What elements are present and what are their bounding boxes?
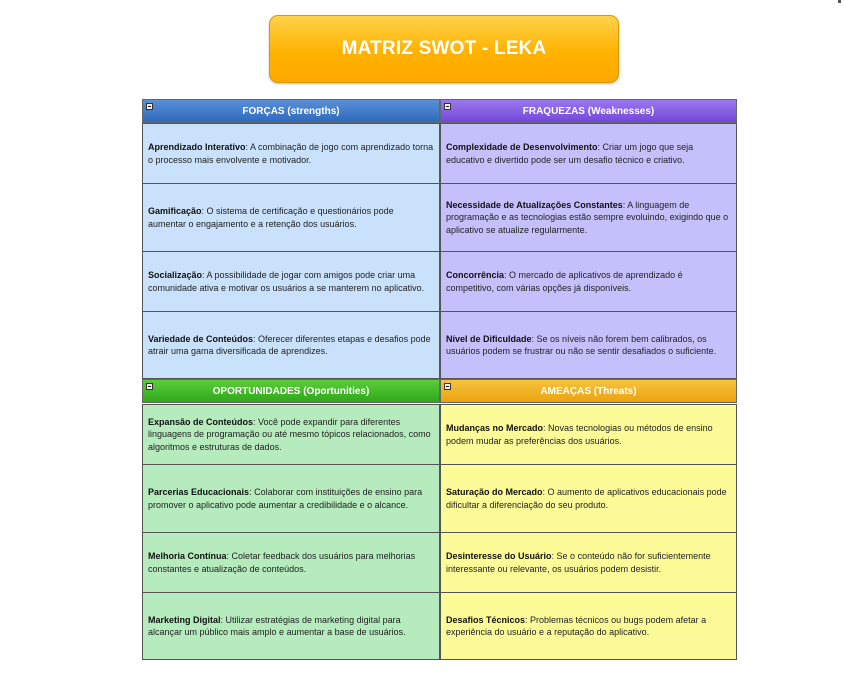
ameacas-item-3-text: : Se o conteúdo não for suficientemente … xyxy=(446,551,711,574)
ameacas-item-4-term: Desafios Técnicos xyxy=(446,614,526,625)
oportunidades-item-2: Parcerias Educacionais: Colaborar com in… xyxy=(142,464,440,533)
ameacas-item-1-term: Mudanças no Mercado xyxy=(446,423,544,434)
corner-marker xyxy=(838,0,841,3)
oportunidades-item-3: Melhoria Contínua: Coletar feedback dos … xyxy=(142,532,440,593)
fraquezas-item-1-text: : Criar um jogo que seja educativo e div… xyxy=(446,142,694,165)
forcas-item-3-text: : A possibilidade de jogar com amigos po… xyxy=(148,270,425,293)
ameacas-item-1: Mudanças no Mercado: Novas tecnologias o… xyxy=(440,404,737,465)
forcas-item-2-term: Gamificação xyxy=(148,206,202,217)
ameacas-item-4: Desafios Técnicos: Problemas técnicos ou… xyxy=(440,592,737,660)
forcas-item-2: Gamificação: O sistema de certificação e… xyxy=(142,183,440,252)
header-ameacas-label: AMEAÇAS (Threats) xyxy=(540,385,637,397)
quadrant-oportunidades: OPORTUNIDADES (Oportunities) Expansão de… xyxy=(142,379,440,660)
forcas-item-1-term: Aprendizado Interativo xyxy=(148,142,246,153)
fraquezas-item-1: Complexidade de Desenvolvimento: Criar u… xyxy=(440,123,737,184)
ameacas-item-3-term: Desinteresse do Usuário xyxy=(446,551,552,562)
ameacas-item-2-term: Saturação do Mercado xyxy=(446,487,543,498)
header-fraquezas: FRAQUEZAS (Weaknesses) xyxy=(440,99,737,123)
fraquezas-item-4: Nível de Dificuldade: Se os níveis não f… xyxy=(440,311,737,379)
forcas-item-1-text: : A combinação de jogo com aprendizado t… xyxy=(148,142,434,165)
forcas-item-3-term: Socialização xyxy=(148,270,203,281)
quadrant-fraquezas: FRAQUEZAS (Weaknesses) Complexidade de D… xyxy=(440,99,737,379)
forcas-item-1: Aprendizado Interativo: A combinação de … xyxy=(142,123,440,184)
header-oportunidades: OPORTUNIDADES (Oportunities) xyxy=(142,379,440,403)
forcas-item-3: Socialização: A possibilidade de jogar c… xyxy=(142,251,440,312)
ameacas-item-4-text: : Problemas técnicos ou bugs podem afeta… xyxy=(446,614,707,637)
oportunidades-item-1-text: : Você pode expandir para diferentes lin… xyxy=(148,417,431,452)
oportunidades-item-4: Marketing Digital: Utilizar estratégias … xyxy=(142,592,440,660)
fraquezas-item-4-text: : Se os níveis não forem bem calibrados,… xyxy=(446,333,717,356)
fraquezas-item-4-term: Nível de Dificuldade xyxy=(446,333,532,344)
forcas-item-4-text: : Oferecer diferentes etapas e desafios … xyxy=(148,333,431,356)
ameacas-item-3: Desinteresse do Usuário: Se o conteúdo n… xyxy=(440,532,737,593)
fraquezas-item-3: Concorrência: O mercado de aplicativos d… xyxy=(440,251,737,312)
fraquezas-item-1-term: Complexidade de Desenvolvimento xyxy=(446,142,598,153)
page-title: MATRIZ SWOT - LEKA xyxy=(341,38,547,59)
collapse-oportunidades-button[interactable] xyxy=(146,383,153,390)
oportunidades-item-1: Expansão de Conteúdos: Você pode expandi… xyxy=(142,404,440,465)
oportunidades-item-2-text: : Colaborar com instituições de ensino p… xyxy=(148,487,423,510)
forcas-item-4: Variedade de Conteúdos: Oferecer diferen… xyxy=(142,311,440,379)
header-forcas: FORÇAS (strengths) xyxy=(142,99,440,123)
ameacas-item-1-text: : Novas tecnologias ou métodos de ensino… xyxy=(446,423,713,446)
quadrant-ameacas: AMEAÇAS (Threats) Mudanças no Mercado: N… xyxy=(440,379,737,660)
oportunidades-item-2-term: Parcerias Educacionais xyxy=(148,487,250,498)
ameacas-item-2: Saturação do Mercado: O aumento de aplic… xyxy=(440,464,737,533)
fraquezas-item-2-term: Necessidade de Atualizações Constantes xyxy=(446,200,623,211)
forcas-item-4-term: Variedade de Conteúdos xyxy=(148,333,254,344)
quadrant-forcas: FORÇAS (strengths) Aprendizado Interativ… xyxy=(142,99,440,379)
oportunidades-item-4-text: : Utilizar estratégias de marketing digi… xyxy=(148,614,406,637)
fraquezas-item-2-text: : A linguagem de programação e as tecnol… xyxy=(446,200,729,235)
collapse-forcas-button[interactable] xyxy=(146,103,153,110)
header-ameacas: AMEAÇAS (Threats) xyxy=(440,379,737,403)
swot-matrix: FORÇAS (strengths) Aprendizado Interativ… xyxy=(142,99,737,660)
collapse-ameacas-button[interactable] xyxy=(444,383,451,390)
fraquezas-item-3-term: Concorrência xyxy=(446,270,505,281)
oportunidades-item-3-term: Melhoria Contínua xyxy=(148,551,227,562)
header-oportunidades-label: OPORTUNIDADES (Oportunities) xyxy=(212,385,370,397)
forcas-item-2-text: : O sistema de certificação e questionár… xyxy=(148,206,394,229)
fraquezas-item-2: Necessidade de Atualizações Constantes: … xyxy=(440,183,737,252)
header-forcas-label: FORÇAS (strengths) xyxy=(242,105,340,117)
title-box: MATRIZ SWOT - LEKA xyxy=(269,15,619,83)
fraquezas-item-3-text: : O mercado de aplicativos de aprendizad… xyxy=(446,270,683,293)
oportunidades-item-3-text: : Coletar feedback dos usuários para mel… xyxy=(148,551,416,574)
oportunidades-item-4-term: Marketing Digital xyxy=(148,614,221,625)
collapse-fraquezas-button[interactable] xyxy=(444,103,451,110)
header-fraquezas-label: FRAQUEZAS (Weaknesses) xyxy=(522,105,655,117)
ameacas-item-2-text: : O aumento de aplicativos educacionais … xyxy=(446,487,727,510)
oportunidades-item-1-term: Expansão de Conteúdos xyxy=(148,417,254,428)
